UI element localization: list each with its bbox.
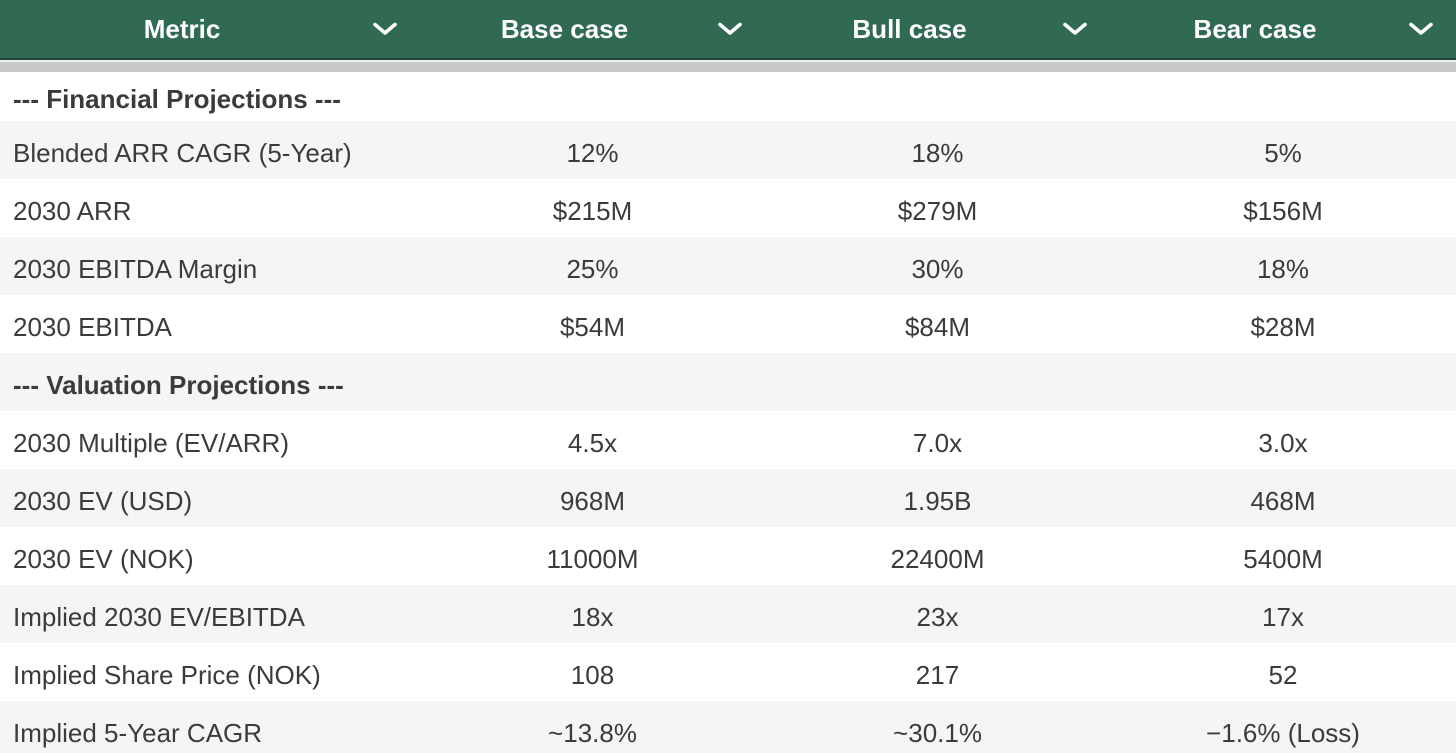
table-row: 2030 EBITDA Margin 25% 30% 18% xyxy=(0,237,1456,295)
chevron-down-icon[interactable] xyxy=(372,22,398,36)
base-case-cell xyxy=(420,353,765,411)
metric-cell: Implied 5-Year CAGR xyxy=(13,717,263,748)
bull-case-cell: 30% xyxy=(911,253,964,284)
chevron-down-icon[interactable] xyxy=(717,22,743,36)
bear-case-cell: $28M xyxy=(1250,311,1316,342)
table-row: Implied 5-Year CAGR ~13.8% ~30.1% −1.6% (Lo… xyxy=(0,701,1456,753)
table-row: 2030 ARR $215M $279M $156M xyxy=(0,179,1456,237)
base-case-cell: 12% xyxy=(566,137,619,168)
base-case-cell: 11000M xyxy=(546,543,639,574)
bear-case-cell xyxy=(1110,353,1456,411)
bear-case-cell xyxy=(1110,72,1456,121)
bear-case-cell: 5% xyxy=(1264,137,1302,168)
base-case-cell: 4.5x xyxy=(567,427,618,458)
bear-case-cell: −1.6% (Loss) xyxy=(1206,717,1360,748)
bull-case-cell: 217 xyxy=(915,659,960,690)
column-header-bull-case[interactable]: Bull case xyxy=(765,0,1110,58)
chevron-down-icon[interactable] xyxy=(1062,22,1088,36)
bear-case-cell: 3.0x xyxy=(1258,427,1308,458)
bull-case-cell: 22400M xyxy=(890,543,985,574)
column-header-label: Base case xyxy=(500,13,629,44)
bull-case-cell xyxy=(765,72,1110,121)
base-case-cell: 108 xyxy=(570,659,615,690)
bear-case-cell: 5400M xyxy=(1243,543,1323,574)
bull-case-cell: ~30.1% xyxy=(893,717,982,748)
metric-cell: --- Financial Projections --- xyxy=(13,84,341,114)
horizontal-scrollbar[interactable] xyxy=(0,60,1456,72)
metric-cell: --- Valuation Projections --- xyxy=(13,369,344,400)
metric-cell: Implied 2030 EV/EBITDA xyxy=(13,601,305,632)
table-body: --- Financial Projections --- Blended ARR… xyxy=(0,72,1456,753)
metric-cell: 2030 EV (NOK) xyxy=(13,543,194,574)
table-row: Implied Share Price (NOK) 108 217 52 xyxy=(0,643,1456,701)
table-row: 2030 EBITDA $54M $84M $28M xyxy=(0,295,1456,353)
column-header-label: Metric xyxy=(143,13,221,44)
base-case-cell: 25% xyxy=(566,253,619,284)
bull-case-cell: $279M xyxy=(897,195,978,226)
base-case-cell xyxy=(420,72,765,121)
metric-cell: Implied Share Price (NOK) xyxy=(13,659,321,690)
chevron-down-icon[interactable] xyxy=(1408,22,1434,36)
base-case-cell: 18x xyxy=(571,601,614,632)
bull-case-cell: 18% xyxy=(911,137,964,168)
base-case-cell: $54M xyxy=(559,311,626,342)
table-row: Implied 2030 EV/EBITDA 18x 23x 17x xyxy=(0,585,1456,643)
metric-cell: 2030 EBITDA Margin xyxy=(13,253,258,284)
column-header-label: Bull case xyxy=(852,13,967,44)
table-row: 2030 EV (USD) 968M 1.95B 468M xyxy=(0,469,1456,527)
metric-cell: 2030 EBITDA xyxy=(13,311,172,342)
bear-case-cell: 52 xyxy=(1268,659,1298,690)
base-case-cell: $215M xyxy=(552,195,633,226)
column-header-base-case[interactable]: Base case xyxy=(420,0,765,58)
metric-cell: 2030 Multiple (EV/ARR) xyxy=(13,427,289,458)
bull-case-cell xyxy=(765,353,1110,411)
bear-case-cell: $156M xyxy=(1243,195,1323,226)
base-case-cell: ~13.8% xyxy=(548,717,637,748)
metric-cell: 2030 ARR xyxy=(13,195,132,226)
bear-case-cell: 18% xyxy=(1256,253,1310,284)
bear-case-cell: 468M xyxy=(1250,485,1316,516)
metric-cell: Blended ARR CAGR (5-Year) xyxy=(13,137,352,168)
bear-case-cell: 17x xyxy=(1262,601,1304,632)
column-header-metric[interactable]: Metric xyxy=(0,0,420,58)
metric-cell: 2030 EV (USD) xyxy=(13,485,193,516)
bull-case-cell: 23x xyxy=(916,601,959,632)
bull-case-cell: 1.95B xyxy=(903,485,972,516)
section-row: --- Financial Projections --- xyxy=(0,72,1456,121)
section-row: --- Valuation Projections --- xyxy=(0,353,1456,411)
table-row: Blended ARR CAGR (5-Year) 12% 18% 5% xyxy=(0,121,1456,179)
base-case-cell: 968M xyxy=(559,485,626,516)
column-header-label: Bear case xyxy=(1193,13,1317,44)
table-row: 2030 EV (NOK) 11000M 22400M 5400M xyxy=(0,527,1456,585)
table-header-row: Metric Base case Bull case Bear case xyxy=(0,0,1456,60)
column-header-bear-case[interactable]: Bear case xyxy=(1110,0,1456,58)
bull-case-cell: $84M xyxy=(904,311,971,342)
bull-case-cell: 7.0x xyxy=(912,427,963,458)
table-row: 2030 Multiple (EV/ARR) 4.5x 7.0x 3.0x xyxy=(0,411,1456,469)
